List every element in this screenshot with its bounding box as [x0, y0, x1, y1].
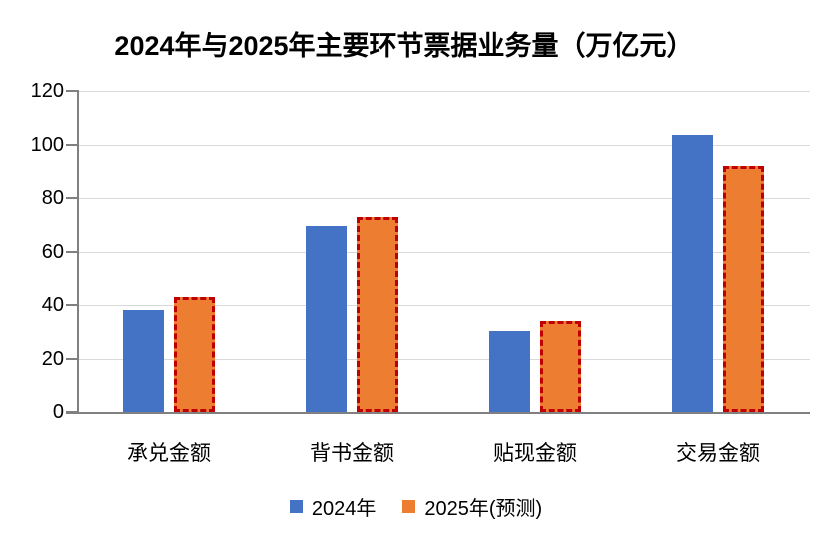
- gridline: [79, 252, 810, 253]
- bar-2025年(预测)-承兑金额: [174, 297, 215, 412]
- gridline: [79, 145, 810, 146]
- gridline: [79, 91, 810, 92]
- legend-item: 2025年(预测): [402, 492, 542, 521]
- gridline: [79, 305, 810, 306]
- y-tick: [66, 304, 77, 306]
- legend-swatch-icon: [289, 500, 303, 513]
- gridline: [79, 359, 810, 360]
- y-tick: [66, 358, 77, 360]
- bar-2025年(预测)-交易金额: [723, 166, 764, 412]
- legend: 2024年 2025年(预测): [0, 492, 832, 521]
- bar-2025年(预测)-贴现金额: [540, 321, 581, 412]
- bar-2024年-背书金额: [306, 226, 347, 412]
- bar-2025年(预测)-背书金额: [357, 217, 398, 412]
- legend-item: 2024年: [289, 492, 377, 521]
- y-tick: [66, 90, 77, 92]
- legend-swatch-icon: [402, 500, 416, 513]
- y-tick-label: 120: [30, 80, 64, 102]
- x-axis-line: [66, 412, 810, 414]
- dashed-forecast-outline: [540, 321, 581, 412]
- y-tick-label: 80: [41, 187, 64, 209]
- y-tick: [66, 144, 77, 146]
- bar-2024年-贴现金额: [489, 331, 530, 412]
- dashed-forecast-outline: [174, 297, 215, 412]
- dashed-forecast-outline: [357, 217, 398, 412]
- chart-title: 2024年与2025年主要环节票据业务量（万亿元）: [114, 31, 694, 61]
- x-category-label: 背书金额: [310, 442, 394, 465]
- x-category-label: 承兑金额: [127, 442, 211, 465]
- y-tick-label: 0: [52, 401, 64, 423]
- legend-label: 2025年(预测): [424, 498, 543, 520]
- y-tick-label: 100: [30, 134, 64, 156]
- bar-2024年-承兑金额: [123, 310, 164, 412]
- y-tick: [66, 251, 77, 253]
- y-tick: [66, 197, 77, 199]
- bar-2024年-交易金额: [672, 135, 713, 412]
- x-category-label: 交易金额: [676, 442, 760, 465]
- y-tick-label: 40: [41, 294, 64, 316]
- x-category-label: 贴现金额: [493, 442, 577, 465]
- y-tick-label: 20: [41, 348, 64, 370]
- y-tick-label: 60: [41, 241, 64, 263]
- gridline: [79, 198, 810, 199]
- y-axis-line: [77, 90, 79, 413]
- legend-label: 2024年: [311, 498, 377, 520]
- dashed-forecast-outline: [723, 166, 764, 412]
